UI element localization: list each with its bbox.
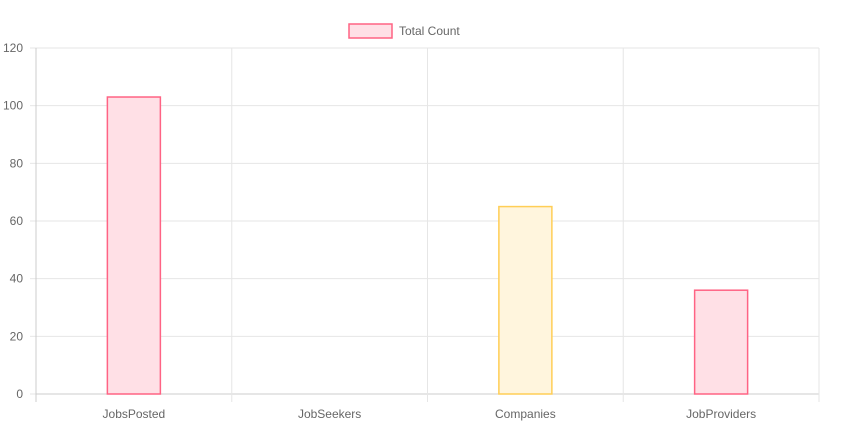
y-tick-label: 20	[10, 329, 24, 343]
y-tick-label: 120	[3, 41, 23, 55]
x-tick-label: JobsPosted	[103, 407, 166, 421]
bar-jobproviders[interactable]	[693, 289, 749, 395]
grid-layer	[30, 47, 820, 402]
bar-companies[interactable]	[498, 205, 553, 395]
y-tick-label: 100	[3, 99, 23, 113]
legend[interactable]: Total Count	[348, 23, 460, 39]
legend-label[interactable]: Total Count	[399, 24, 460, 38]
y-tick-label: 60	[10, 214, 24, 228]
axis-layer: 0 20 40 60 80 100 120 JobsPosted JobSeekers Compa…	[3, 41, 756, 421]
x-tick-label: JobSeekers	[298, 407, 361, 421]
y-tick-label: 80	[10, 156, 24, 170]
x-tick-label: JobProviders	[686, 407, 756, 421]
y-tick-label: 0	[16, 387, 23, 401]
y-tick-label: 40	[10, 272, 24, 286]
x-tick-label: Companies	[495, 407, 556, 421]
bar-jobsposted[interactable]	[106, 96, 162, 395]
bars-layer	[106, 96, 749, 395]
legend-swatch[interactable]	[348, 23, 393, 39]
